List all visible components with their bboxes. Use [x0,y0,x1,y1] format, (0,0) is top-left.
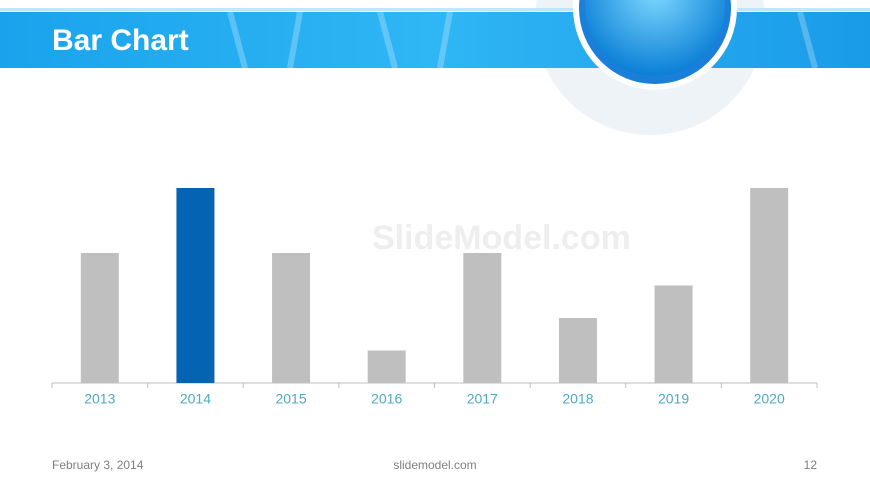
page-number: 12 [804,458,818,472]
bar [463,253,502,383]
footer-site: slidemodel.com [393,458,476,472]
x-tick-label: 2018 [562,391,593,407]
slide-title: Bar Chart [52,24,189,57]
footer-date: February 3, 2014 [52,458,144,472]
bar [750,188,789,383]
globe [585,0,725,76]
watermark: SlideModel.com [372,219,631,257]
x-tick-label: 2020 [754,391,785,407]
bar [558,318,597,383]
x-tick-label: 2013 [84,391,115,407]
bar [176,188,215,383]
chart: 2013 2014 2015 2016 2017 2018 2019 2020 [51,188,818,407]
bar [80,253,119,383]
header-line [0,8,870,11]
x-tick-label: 2019 [658,391,689,407]
x-tick-label: 2016 [371,391,402,407]
x-tick-label: 2014 [180,391,211,407]
bar [367,350,406,383]
x-tick-label: 2015 [275,391,306,407]
bar [654,285,693,383]
x-tick-label: 2017 [467,391,498,407]
header-stripes [227,11,818,69]
bar [272,253,311,383]
